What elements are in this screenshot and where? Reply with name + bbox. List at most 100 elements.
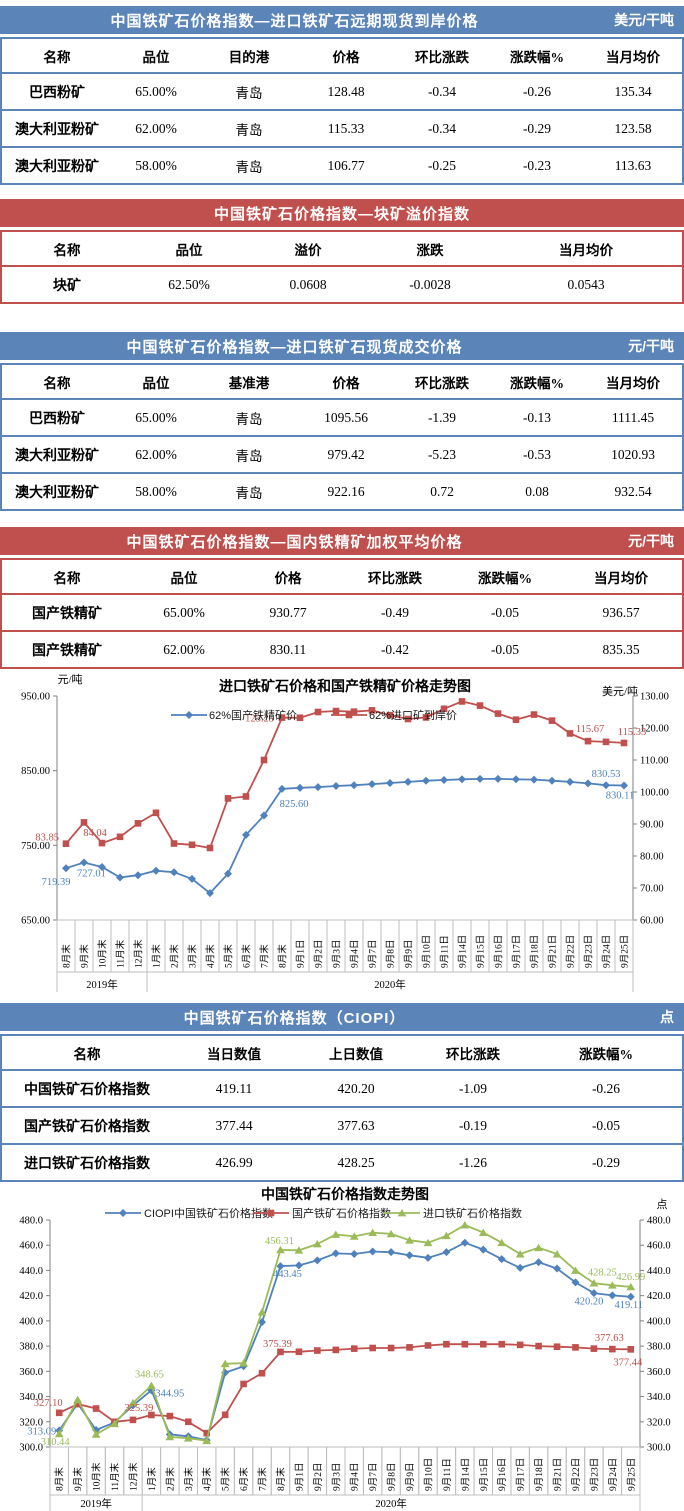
table-body: 名称 当日数值 上日数值 环比涨跌 涨跌幅% 中国铁矿石价格指数 419.11 420.20 -… <box>0 1034 684 1182</box>
x-tick-label: 9月3日 <box>331 1462 342 1491</box>
table-cell: -0.49 <box>380 604 410 620</box>
table-cell: -0.19 <box>458 1117 488 1133</box>
table-cell: 377.63 <box>337 1117 375 1133</box>
data-label: 115.67 <box>576 724 605 735</box>
marker-diamond <box>534 1258 543 1267</box>
table-cell: -0.34 <box>427 83 457 99</box>
table-cell: -0.25 <box>427 157 457 173</box>
row-name-cell: 进口铁矿石价格指数 <box>24 1156 150 1172</box>
table-cell: 0.0608 <box>289 276 327 292</box>
marker-square <box>188 841 196 849</box>
marker-square <box>116 833 124 841</box>
marker-square <box>422 714 430 721</box>
legend: CIOPI中国铁矿石价格指数 国产铁矿石价格指数 进口铁矿石价格指数 <box>105 1206 522 1220</box>
table-cell: -0.05 <box>490 604 520 620</box>
x-tick-label: 8月末 <box>61 944 73 968</box>
table-row: 巴西粉矿 65.00% 青岛 1095.56 -1.39 -0.13 1111.45 <box>2 398 682 435</box>
table-cell: -0.05 <box>490 641 520 657</box>
y-tick-label: 650.00 <box>21 916 50 927</box>
marker-square <box>92 1405 100 1412</box>
y-tick-label: 360.0 <box>19 1367 43 1378</box>
y-tick-label: 340.0 <box>19 1392 43 1403</box>
x-tick-label: 9月4日 <box>350 1462 361 1491</box>
marker-square <box>590 1345 598 1352</box>
marker-square <box>566 730 574 737</box>
row-name-cell: 中国铁矿石价格指数 <box>24 1082 150 1098</box>
marker-triangle <box>386 1229 396 1238</box>
marker-square <box>461 1340 469 1348</box>
marker-diamond <box>516 1263 525 1272</box>
marker-triangle <box>202 1436 212 1445</box>
column-header: 涨跌 <box>416 242 444 258</box>
marker-diamond <box>98 862 106 871</box>
table-cell: 979.42 <box>327 446 365 462</box>
marker-triangle <box>515 1250 525 1258</box>
marker-diamond <box>626 1292 635 1301</box>
x-tick-label: 1月末 <box>146 1467 158 1491</box>
table-cell: 830.11 <box>269 641 307 657</box>
marker-square <box>148 1411 155 1419</box>
table-cell: 428.25 <box>337 1154 375 1170</box>
table-cell: 1095.56 <box>324 409 368 425</box>
marker-diamond <box>386 778 394 787</box>
table-title-bar: 中国铁矿石价格指数—国内铁精矿加权平均价格 元/干吨 <box>0 527 684 555</box>
table-cell: 65.00% <box>135 83 177 99</box>
x-tick-label: 9月4日 <box>350 939 361 968</box>
y-tick-label: 320.0 <box>647 1417 671 1428</box>
marker-square <box>494 710 502 717</box>
table-cell: 62.50% <box>168 276 210 292</box>
y-tick-label: 60.00 <box>640 916 664 927</box>
marker-square <box>80 819 88 826</box>
data-label: 419.11 <box>615 1300 644 1311</box>
y-axis-labels: 950.00 850.00 750.00 650.00 130.00 120.00 110.… <box>21 692 669 927</box>
x-tick-label: 11月末 <box>115 939 127 968</box>
table-unit: 元/干吨 <box>628 338 674 354</box>
marker-square <box>404 715 412 723</box>
table-cell: 62.00% <box>135 446 177 462</box>
table-cell: 922.16 <box>327 483 365 499</box>
marker-square <box>443 1340 450 1348</box>
table-cell: 106.77 <box>327 157 365 173</box>
table-cell: 420.20 <box>337 1080 375 1096</box>
marker-square <box>74 1400 81 1408</box>
marker-square <box>314 708 322 716</box>
table-cell: 113.63 <box>614 157 652 173</box>
marker-square <box>553 1343 561 1351</box>
marker-triangle <box>423 1238 433 1247</box>
x-tick-label: 8月末 <box>54 1467 66 1491</box>
x-tick-label: 9月18日 <box>530 935 541 968</box>
x-tick-label: 9月1日 <box>294 1462 305 1491</box>
data-label: 377.44 <box>613 1357 643 1368</box>
x-tick-label: 9月10日 <box>422 935 433 968</box>
table-cell: -0.23 <box>522 157 552 173</box>
marker-square <box>295 1348 303 1356</box>
x-tick-label: 12月末 <box>127 1462 139 1491</box>
x-tick-label: 2月末 <box>169 944 181 968</box>
x-tick-label: 5月末 <box>220 1467 232 1491</box>
data-label: 443.45 <box>273 1269 302 1280</box>
y-tick-label: 400.0 <box>647 1316 671 1327</box>
year-label: 2020年 <box>375 1497 407 1510</box>
marker-square <box>572 1344 579 1351</box>
x-tick-label: 12月末 <box>133 939 145 968</box>
y-tick-label: 100.00 <box>640 788 669 799</box>
y-tick-label: 70.00 <box>640 884 664 895</box>
x-tick-label: 9月15日 <box>476 935 487 968</box>
marker-triangle <box>147 1381 156 1390</box>
y-tick-label: 420.0 <box>19 1291 43 1302</box>
marker-diamond <box>497 1255 506 1264</box>
table-title: 中国铁矿石价格指数—块矿溢价指数 <box>213 205 470 223</box>
table-cell: 青岛 <box>235 448 263 464</box>
legend-label: 62%进口矿到岸价 <box>369 709 457 722</box>
right-axis-unit: 点 <box>657 1198 668 1211</box>
marker-square <box>387 1344 395 1352</box>
x-tick-label: 9月23日 <box>584 935 595 968</box>
marker-diamond <box>185 711 193 719</box>
marker-triangle <box>626 1282 636 1291</box>
marker-square <box>345 711 353 719</box>
marker-diamond <box>571 1278 580 1287</box>
x-tick-label: 10月末 <box>91 1462 103 1491</box>
x-tick-label: 10月末 <box>97 939 109 968</box>
table-cell: -0.34 <box>427 120 457 136</box>
marker-square <box>609 1345 616 1353</box>
